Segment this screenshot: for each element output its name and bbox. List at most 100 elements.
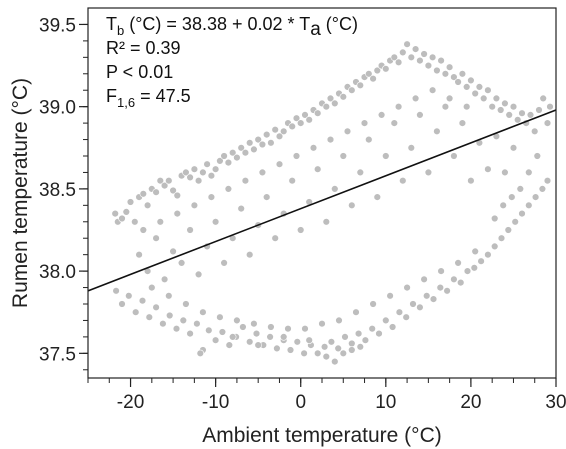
data-point (160, 275, 169, 283)
data-point (354, 329, 363, 338)
data-point (491, 242, 499, 251)
data-point (237, 144, 245, 152)
data-point (211, 218, 220, 226)
data-point (143, 201, 152, 210)
data-point (450, 275, 458, 283)
data-point (411, 45, 420, 53)
data-point (254, 135, 262, 144)
data-point (361, 336, 370, 344)
data-point (454, 78, 462, 86)
data-point (437, 56, 445, 65)
data-point (258, 140, 267, 149)
data-point (280, 127, 288, 136)
equation-annotation: Tb (°C) = 38.38 + 0.02 * Ta (°C) (106, 14, 358, 40)
data-point (159, 320, 167, 328)
data-point (246, 139, 254, 147)
data-point (326, 94, 335, 103)
data-point (160, 181, 169, 190)
data-point (169, 247, 177, 256)
data-point (258, 168, 267, 177)
data-point (386, 292, 394, 300)
data-point (186, 329, 194, 338)
data-point (402, 313, 410, 321)
data-point (463, 102, 471, 111)
data-point (497, 234, 506, 242)
data-point (516, 185, 524, 193)
data-point (207, 193, 216, 201)
data-point (229, 333, 237, 341)
data-point (352, 308, 360, 316)
data-point (360, 119, 369, 127)
data-point (497, 106, 505, 114)
data-point (297, 119, 305, 127)
data-point (509, 102, 518, 111)
data-point (237, 204, 245, 213)
data-point (250, 145, 258, 154)
data-point (530, 127, 539, 136)
data-point (193, 320, 201, 328)
data-point (179, 316, 188, 325)
data-point (194, 177, 203, 185)
data-point (394, 102, 403, 111)
data-point (292, 114, 301, 122)
x-tick-label: 0 (295, 392, 306, 413)
data-point (535, 106, 543, 114)
data-point (173, 209, 182, 218)
data-point (365, 70, 373, 78)
data-point (165, 292, 173, 300)
data-point (450, 152, 458, 160)
data-point (356, 81, 364, 90)
data-point (182, 168, 190, 177)
data-point (275, 132, 284, 141)
data-point (190, 165, 199, 173)
data-point (369, 300, 377, 308)
data-point (148, 283, 156, 292)
data-point (480, 94, 488, 103)
data-point (399, 177, 407, 185)
data-point (467, 177, 475, 185)
data-point (314, 349, 322, 357)
data-point (250, 320, 258, 328)
x-tick-label: 10 (375, 392, 396, 413)
data-point (339, 93, 347, 101)
data-point (233, 153, 241, 162)
data-point (309, 144, 318, 152)
data-point (233, 316, 241, 325)
data-point (377, 111, 386, 119)
data-point (322, 218, 330, 226)
data-point (246, 338, 254, 346)
data-point (152, 234, 160, 242)
data-point (271, 125, 279, 134)
data-point (454, 259, 462, 267)
data-point (368, 325, 376, 333)
data-point (539, 94, 547, 103)
data-point (280, 333, 288, 341)
data-point (423, 292, 431, 300)
data-point (471, 89, 479, 98)
data-point (339, 152, 347, 160)
data-point (463, 83, 471, 91)
data-point (538, 185, 547, 193)
data-point (420, 50, 428, 58)
scatter-points (111, 40, 554, 366)
data-point (139, 226, 148, 234)
data-point (441, 70, 450, 78)
data-point (445, 63, 454, 71)
data-point (118, 300, 126, 308)
data-point (416, 56, 424, 65)
data-point (224, 185, 233, 193)
data-point (254, 341, 262, 349)
data-point (416, 111, 424, 119)
data-point (322, 352, 330, 361)
data-point (471, 247, 479, 256)
data-point (271, 234, 279, 242)
data-point (135, 251, 143, 259)
data-point (216, 157, 224, 165)
data-point (348, 201, 356, 210)
data-point (403, 283, 411, 292)
y-axis-title: Rumen temperature (°C) (9, 78, 32, 308)
data-point (375, 329, 383, 338)
data-point (505, 111, 513, 119)
data-point (382, 152, 390, 160)
